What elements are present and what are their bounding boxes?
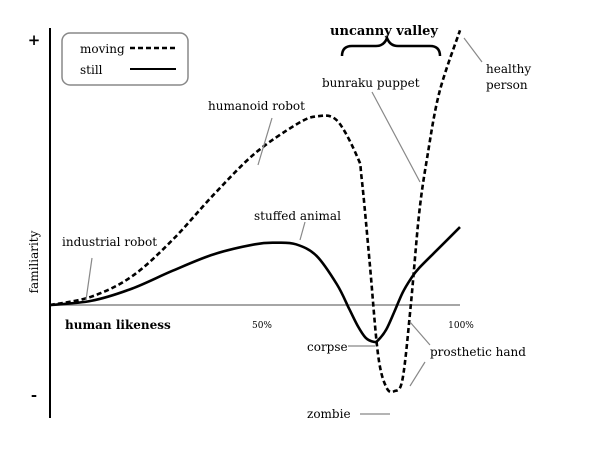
leader-stuffed-animal — [299, 221, 306, 241]
legend-label-moving: moving — [80, 42, 125, 56]
leader-bunraku-puppet — [371, 91, 421, 183]
leader-humanoid-robot — [257, 117, 273, 166]
annotation-corpse: corpse — [307, 340, 348, 354]
legend-box — [61, 32, 189, 86]
annotation-humanoid-robot: humanoid robot — [208, 99, 305, 113]
annotation-healthy-person-line2: person — [486, 78, 528, 92]
chart-title: uncanny valley — [330, 24, 438, 39]
leader-industrial-robot — [85, 257, 93, 301]
leader-prosthetic-hand-2 — [409, 361, 426, 387]
leader-healthy-person — [463, 37, 483, 63]
leader-prosthetic-hand — [409, 321, 431, 346]
annotation-industrial-robot: industrial robot — [62, 235, 157, 249]
annotation-prosthetic-hand: prosthetic hand — [430, 345, 526, 359]
annotation-healthy-person-line1: healthy — [486, 62, 531, 76]
annotation-healthy-person: healthy person — [486, 62, 535, 92]
x-tick-50: 50% — [252, 321, 272, 331]
annotation-bunraku-puppet: bunraku puppet — [322, 76, 420, 90]
series-moving-line — [49, 29, 462, 394]
x-tick-100: 100% — [448, 321, 474, 331]
legend-label-still: still — [80, 63, 103, 77]
annotation-stuffed-animal: stuffed animal — [254, 209, 341, 223]
annotation-zombie: zombie — [307, 407, 351, 421]
y-axis-label: familiarity — [27, 230, 41, 293]
y-tick-bottom: - — [31, 386, 37, 404]
y-tick-top: + — [28, 31, 41, 49]
title-brace — [340, 34, 442, 57]
series-still-line — [49, 226, 461, 344]
x-axis-label: human likeness — [65, 318, 171, 332]
